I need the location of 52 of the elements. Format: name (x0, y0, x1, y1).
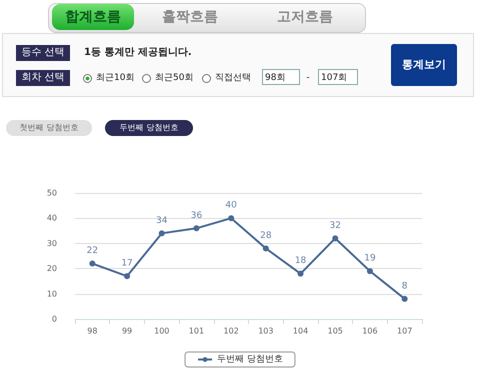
data-label: 19 (364, 254, 376, 264)
text: 합계흐름 (52, 4, 134, 30)
x-tick-label: 100 (154, 326, 170, 336)
point (228, 215, 234, 222)
data-label: 8 (402, 281, 408, 292)
data-label: 34 (156, 216, 168, 226)
point (89, 260, 96, 267)
data-label: 17 (121, 258, 133, 269)
x-tick-label: 104 (292, 326, 308, 336)
text: 최근50회 (154, 72, 194, 85)
text: 직접선택 (214, 72, 252, 85)
text: 홀짝흐름 (161, 8, 219, 27)
text: 최근10회 (95, 72, 136, 85)
y-tick-label: 30 (46, 238, 57, 248)
data-label: 28 (260, 230, 272, 241)
x-tick-label: 101 (188, 326, 204, 336)
text: - (305, 72, 311, 85)
point (332, 235, 338, 242)
point (158, 230, 165, 236)
point (402, 296, 408, 302)
x-tick-label: 105 (328, 326, 343, 336)
x-tick-label: 103 (258, 326, 274, 336)
text: 등수 선택 (16, 45, 70, 61)
x-tick-label: 107 (397, 326, 412, 336)
x-tick-label: 106 (362, 326, 378, 336)
data-label: 18 (294, 256, 307, 266)
text: 두번째 당첨번호 (105, 120, 193, 136)
y-tick-label: 10 (46, 289, 57, 298)
x-tick-label: 98 (87, 326, 98, 336)
text: 고저흐름 (276, 8, 334, 27)
y-tick-label: 20 (46, 264, 57, 274)
point (262, 245, 269, 252)
data-label: 32 (330, 220, 341, 231)
y-tick-label: 50 (46, 188, 57, 198)
data-label: 36 (190, 210, 202, 221)
text: 98회 (262, 69, 300, 85)
data-label: 22 (86, 246, 98, 256)
y-tick-label: 40 (46, 214, 57, 223)
y-tick-label: 0 (52, 314, 57, 324)
text: 첫번째 당첨번호 (6, 120, 92, 136)
data-label: 40 (225, 200, 238, 211)
text: 1등 통계만 제공됩니다. (83, 46, 193, 60)
text: 회차 선택 (16, 70, 70, 86)
text: 통계보기 (391, 44, 457, 86)
legend-label: 두번째 당첨번호 (217, 354, 283, 364)
point (193, 225, 200, 232)
point (124, 273, 130, 280)
point (366, 268, 373, 274)
x-tick-label: 102 (224, 326, 239, 336)
x-tick-label: 99 (122, 326, 132, 336)
point (298, 270, 304, 277)
text: 107회 (318, 69, 358, 85)
